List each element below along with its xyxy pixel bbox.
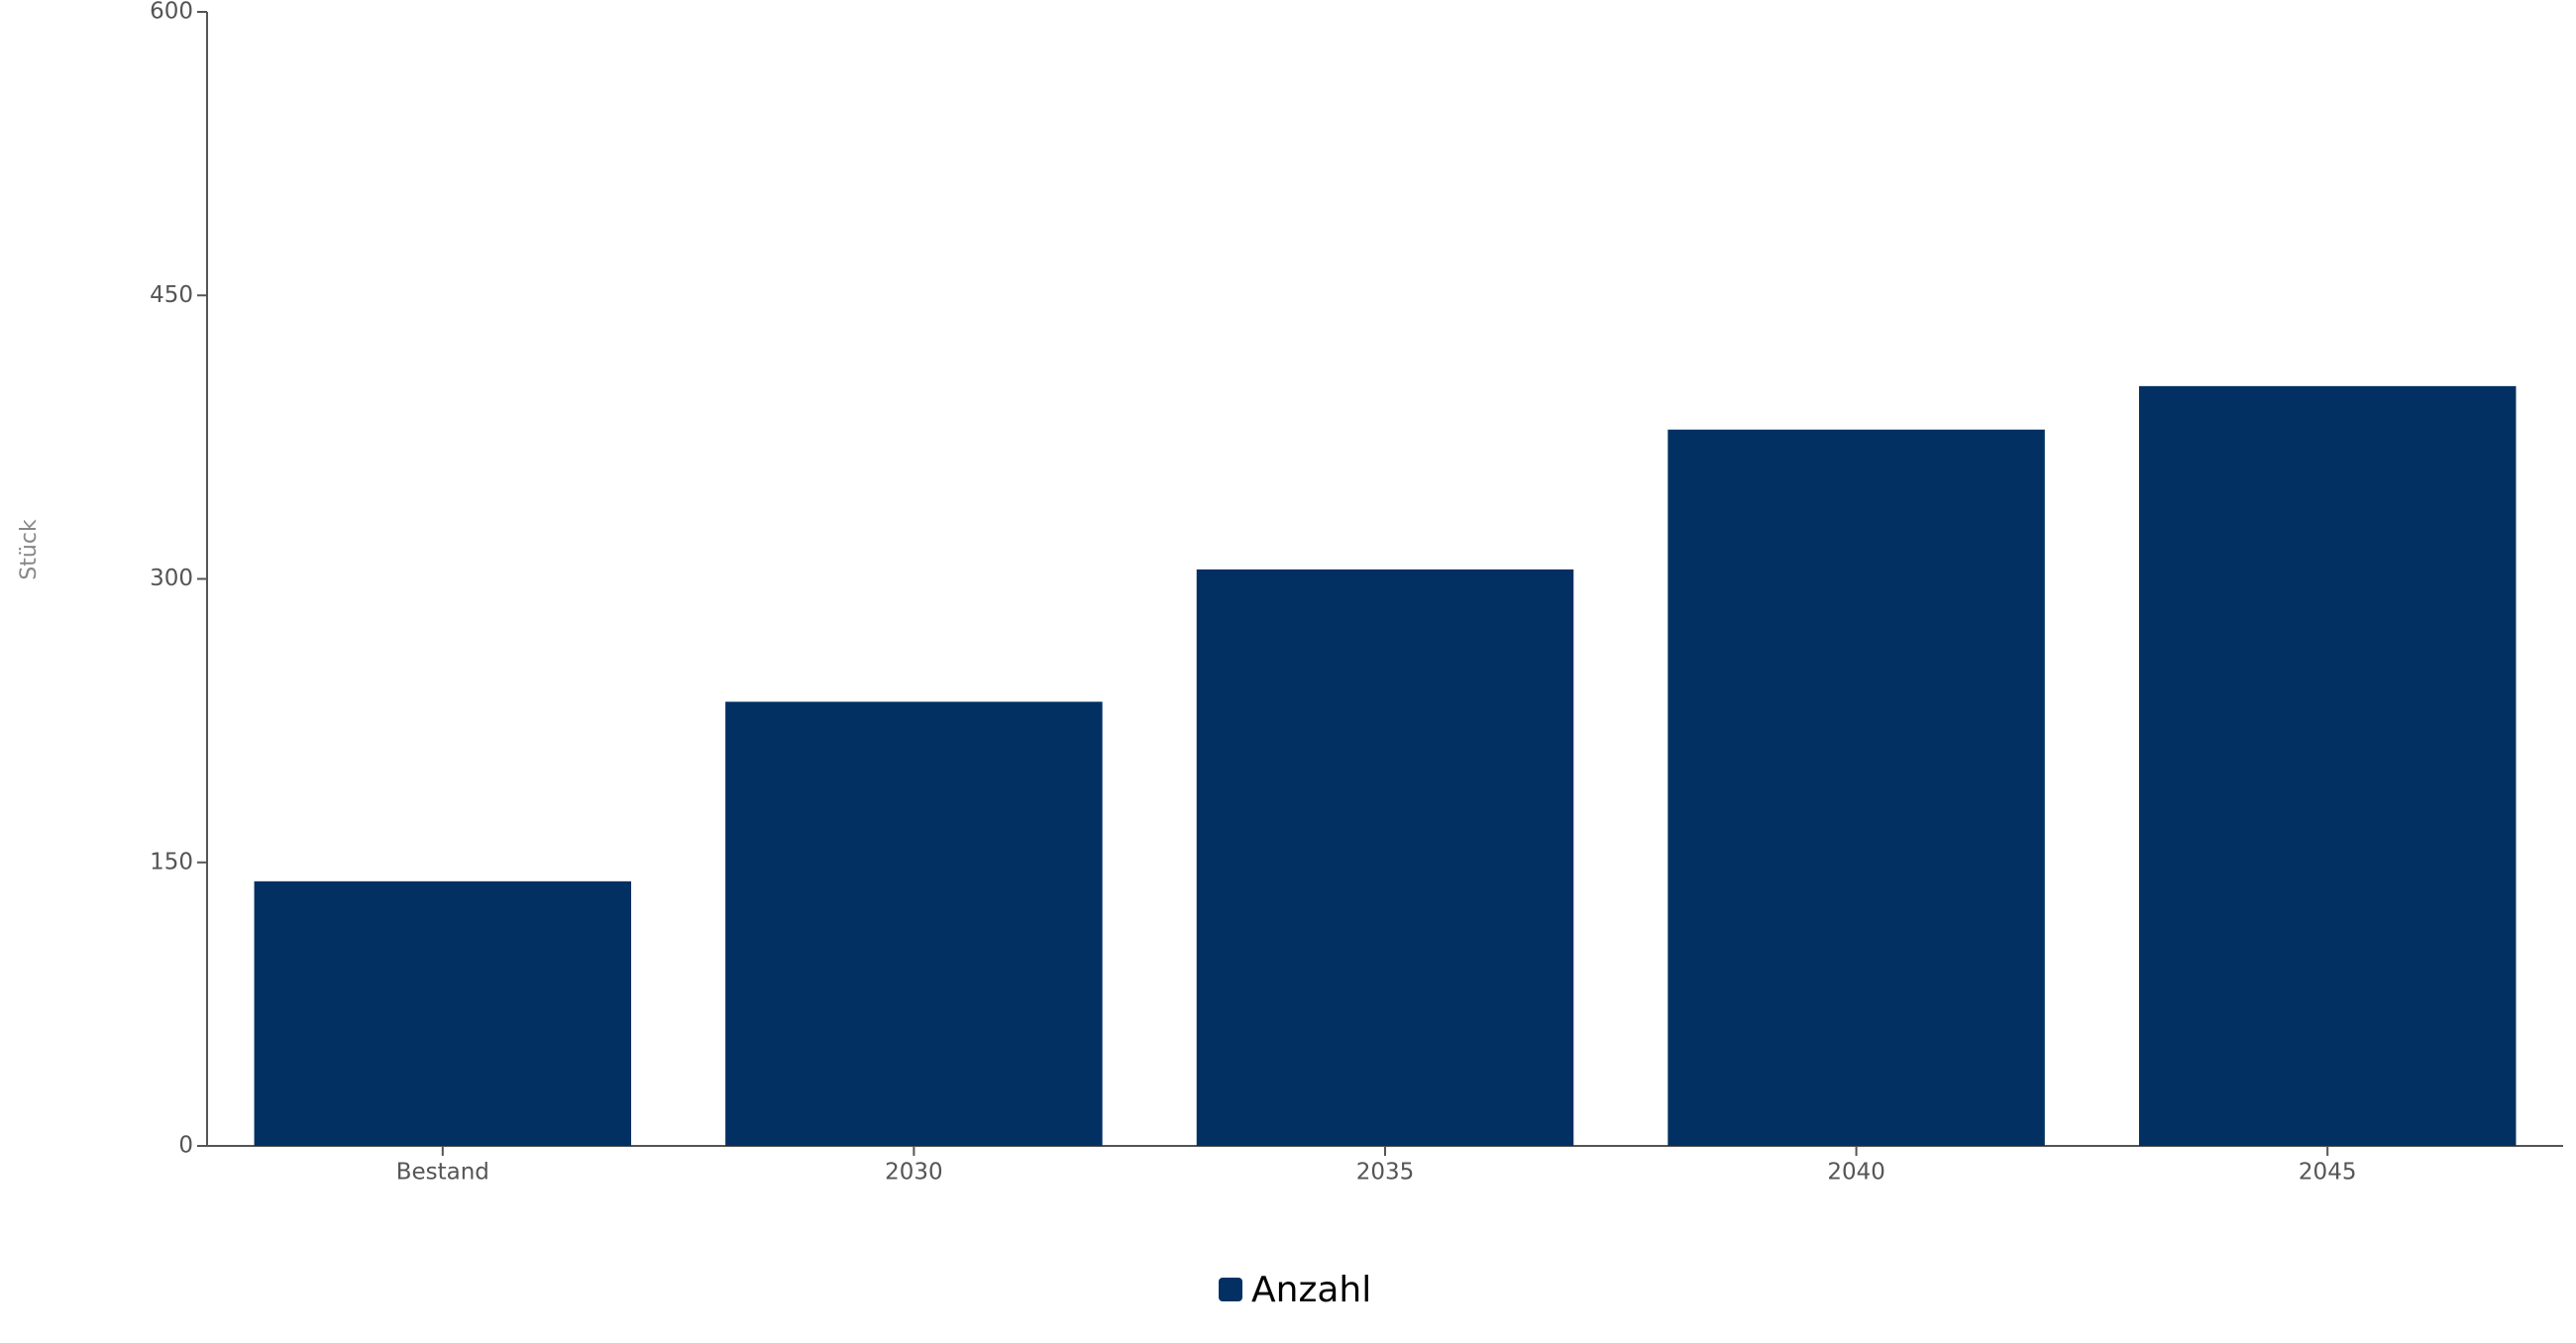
x-tick-label: Bestand [396,1160,489,1186]
bar [1196,568,1574,1146]
y-tick-label: 300 [150,566,193,591]
x-tick-label: 2045 [2299,1160,2357,1186]
x-tick-label: 2035 [1356,1160,1415,1186]
bar [725,701,1103,1146]
bar [1667,429,2045,1146]
y-tick-label: 600 [150,0,193,25]
y-tick-label: 0 [178,1133,193,1159]
legend-swatch [1219,1278,1242,1301]
x-tick-label: 2030 [885,1160,943,1186]
y-axis-label: Stück [17,519,42,580]
legend-label: Anzahl [1251,1270,1371,1310]
y-tick-label: 150 [150,849,193,875]
x-tick-label: 2040 [1827,1160,1885,1186]
bar [2138,385,2517,1147]
bar [254,880,632,1146]
y-tick-label: 450 [150,282,193,308]
